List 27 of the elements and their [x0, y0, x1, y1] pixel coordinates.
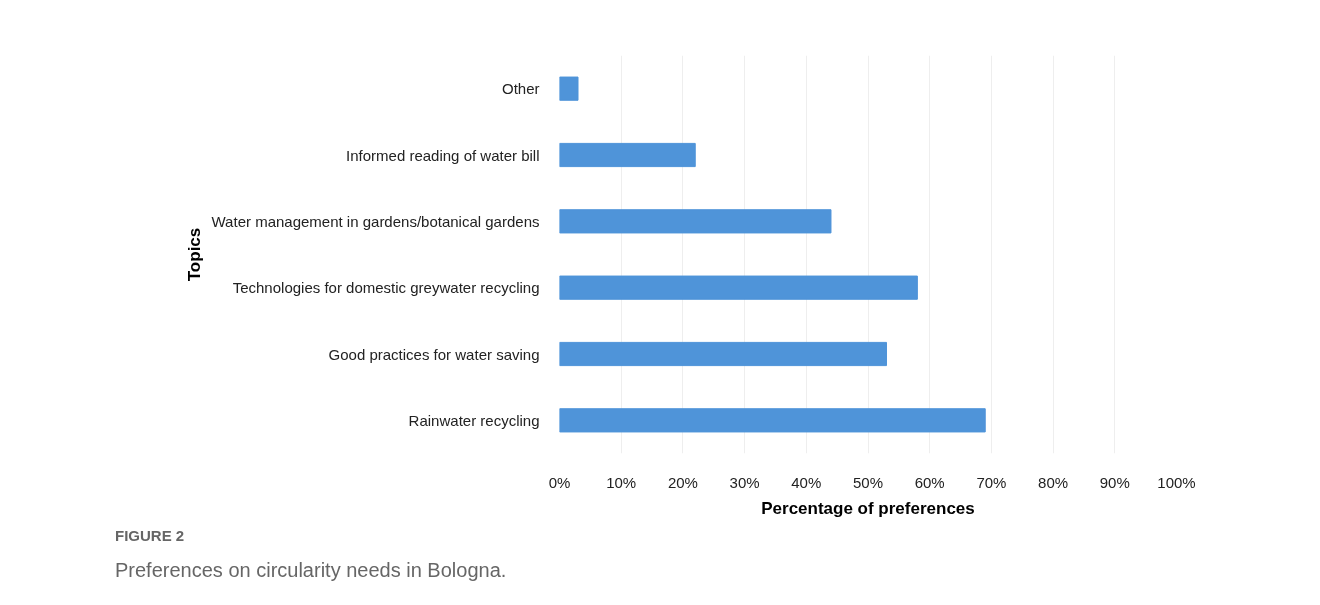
y-tick-label: Rainwater recycling	[408, 411, 540, 429]
y-tick-label: Other	[501, 80, 540, 98]
x-axis-title: Percentage of preferences	[761, 498, 975, 518]
y-tick-label: Water management in gardens/botanical gardens	[211, 212, 540, 230]
x-tick-label: 80%	[1038, 473, 1069, 491]
bar	[559, 209, 832, 234]
y-axis-title: Topics	[184, 227, 204, 282]
y-tick-label: Good practices for water saving	[328, 345, 540, 363]
x-tick-label: 10%	[606, 473, 637, 491]
x-tick-label: 20%	[667, 473, 698, 491]
x-tick-label: 90%	[1099, 473, 1130, 491]
caption: FIGURE 2	[115, 526, 185, 546]
x-tick-label: 40%	[791, 473, 822, 491]
x-tick-label: 100%	[1157, 473, 1196, 491]
x-tick-label: 50%	[852, 473, 884, 491]
bar	[559, 341, 888, 367]
text: Preferences on circularity needs in Bologna.	[115, 558, 507, 584]
bar	[559, 76, 579, 101]
bar	[559, 275, 918, 300]
y-tick-label: Technologies for domestic greywater recycling	[232, 279, 540, 297]
x-tick-label: 70%	[976, 473, 1007, 491]
x-tick-label: 0%	[548, 473, 571, 491]
y-tick-label: Informed reading of water bill	[346, 146, 540, 164]
bar	[559, 408, 986, 433]
x-tick-label: 60%	[914, 473, 945, 491]
bar	[559, 142, 696, 168]
x-tick-label: 30%	[729, 473, 760, 491]
